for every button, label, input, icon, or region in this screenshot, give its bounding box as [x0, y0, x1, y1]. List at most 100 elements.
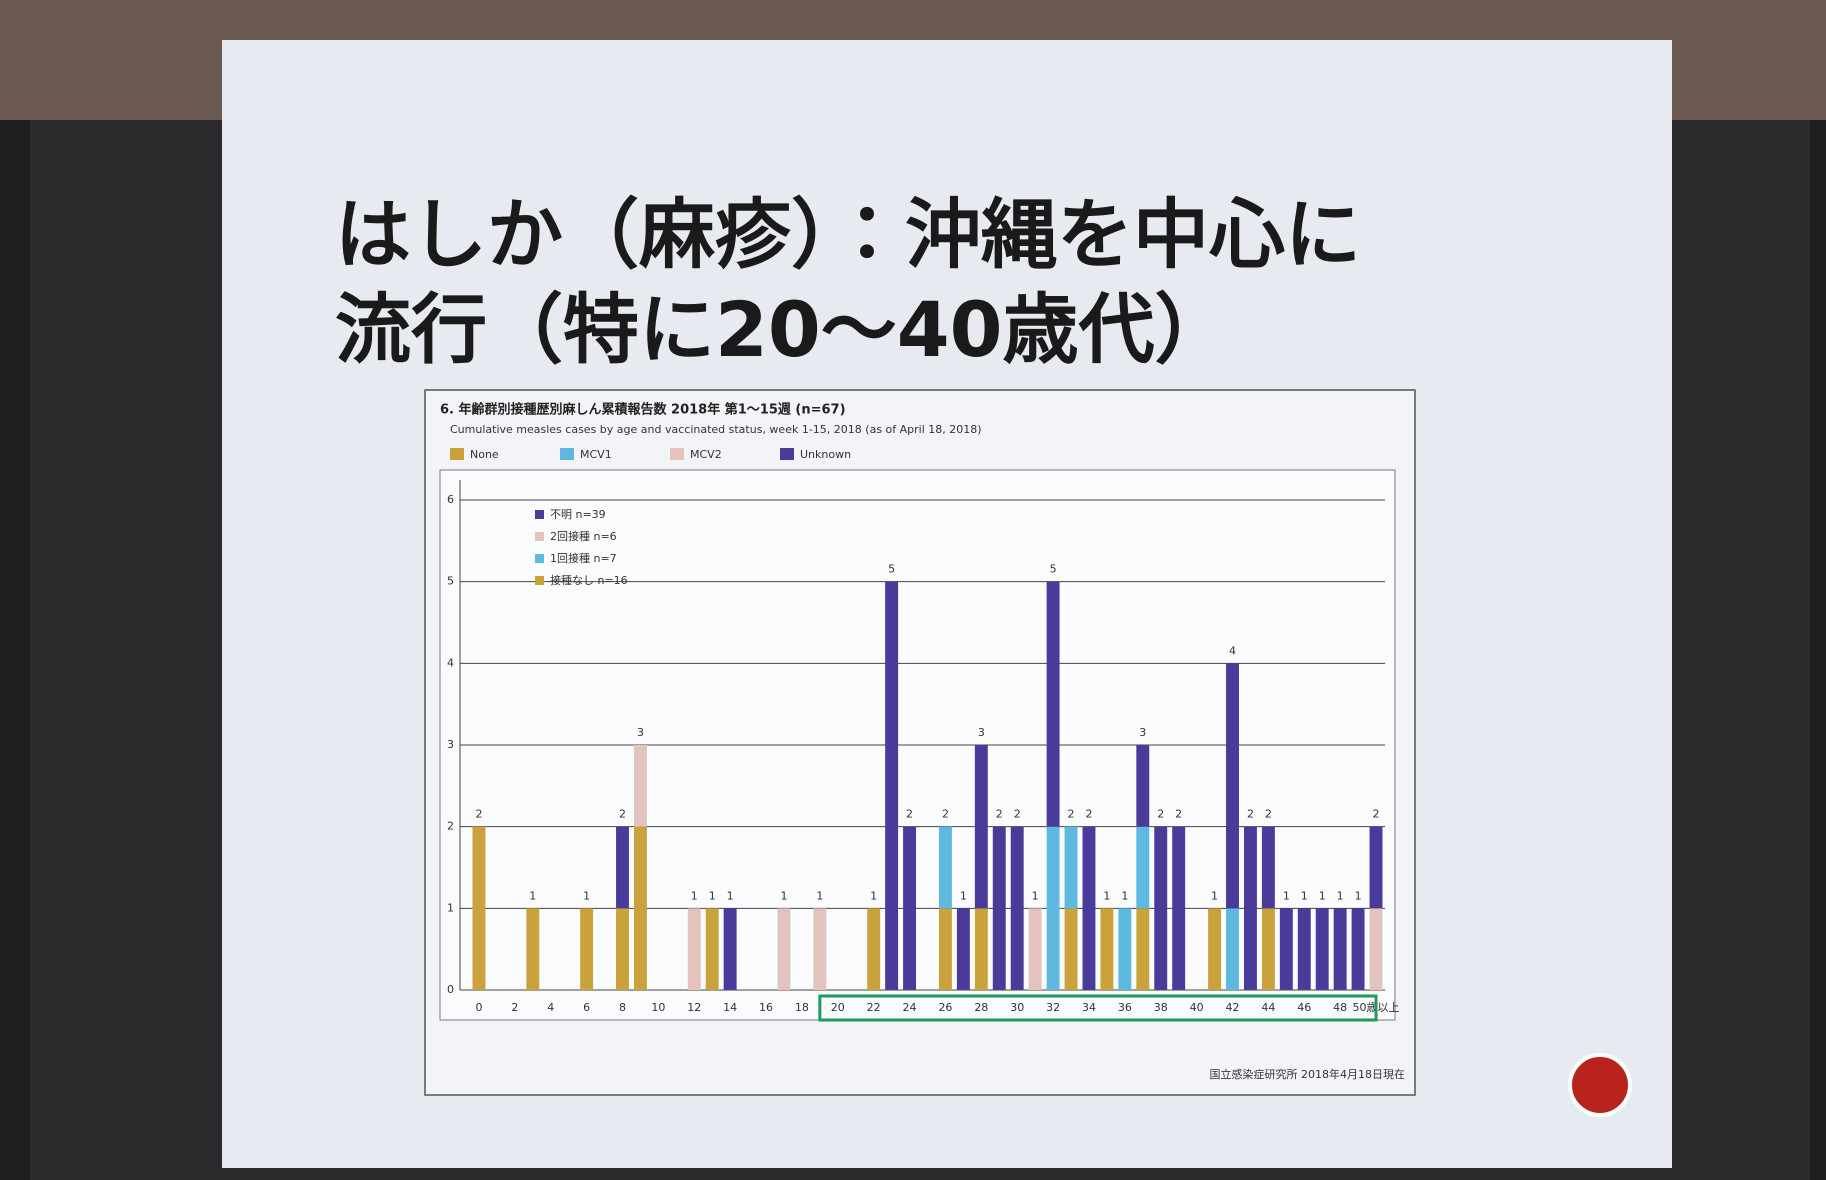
bar-segment — [1262, 908, 1275, 990]
y-tick-label: 2 — [447, 820, 454, 833]
bar-segment — [634, 745, 647, 827]
x-tick-label: 40 — [1190, 1001, 1204, 1014]
total-label: 2 — [1014, 808, 1021, 821]
bar-segment — [1172, 827, 1185, 990]
x-tick-label: 28 — [974, 1001, 988, 1014]
total-label: 2 — [1068, 808, 1075, 821]
x-tick-label: 42 — [1226, 1001, 1240, 1014]
bar-segment — [1047, 827, 1060, 990]
y-tick-label: 3 — [447, 738, 454, 751]
source: 国立感染症研究所 2018年4月18日現在 — [1210, 1067, 1406, 1081]
bar-segment — [688, 908, 701, 990]
total-label: 1 — [1283, 889, 1290, 902]
total-label: 1 — [1337, 889, 1344, 902]
total-label: 2 — [1175, 808, 1182, 821]
inner-legend-swatch — [535, 576, 544, 585]
bar-segment — [473, 827, 486, 990]
bar-segment — [616, 908, 629, 990]
legend-swatch — [560, 448, 574, 460]
bar-segment — [903, 827, 916, 990]
bar-segment — [1208, 908, 1221, 990]
total-label: 1 — [709, 889, 716, 902]
bar-segment — [580, 908, 593, 990]
bar-segment — [1244, 827, 1257, 990]
y-tick-label: 4 — [447, 656, 454, 669]
bar-segment — [939, 827, 952, 909]
bar-segment — [975, 908, 988, 990]
x-tick-label: 22 — [867, 1001, 881, 1014]
bar-segment — [724, 908, 737, 990]
logo — [1570, 1055, 1630, 1115]
total-label: 1 — [1103, 889, 1110, 902]
bar-segment — [1262, 827, 1275, 909]
inner-legend-label: 2回接種 n=6 — [550, 529, 617, 543]
total-label: 3 — [1139, 726, 1146, 739]
bar-segment — [1280, 908, 1293, 990]
bar-segment — [975, 745, 988, 908]
total-label: 3 — [637, 726, 644, 739]
total-label: 4 — [1229, 644, 1236, 657]
bar-segment — [1029, 908, 1042, 990]
bar-segment — [993, 827, 1006, 990]
legend-label: None — [470, 448, 499, 461]
x-tick-label: 34 — [1082, 1001, 1096, 1014]
bar-segment — [1154, 827, 1167, 990]
chart-subtitle: Cumulative measles cases by age and vacc… — [450, 423, 982, 436]
x-tick-label: 0 — [475, 1001, 482, 1014]
total-label: 2 — [1373, 808, 1380, 821]
x-tick-label: 32 — [1046, 1001, 1060, 1014]
bar-segment — [778, 908, 791, 990]
bar-segment — [1136, 827, 1149, 909]
inner-legend-label: 接種なし n=16 — [550, 573, 628, 587]
bar-segment — [885, 582, 898, 990]
chart-title: 6. 年齢群別接種歴別麻しん累積報告数 2018年 第1〜15週 (n=67) — [440, 402, 846, 418]
bar-segment — [1100, 908, 1113, 990]
inner-legend-swatch — [535, 510, 544, 519]
total-label: 1 — [870, 889, 877, 902]
x-tick-label: 4 — [547, 1001, 554, 1014]
total-label: 1 — [1319, 889, 1326, 902]
bar-segment — [1334, 908, 1347, 990]
bar-segment — [1226, 663, 1239, 908]
total-label: 2 — [1157, 808, 1164, 821]
x-tick-label: 30 — [1010, 1001, 1024, 1014]
legend-label: MCV2 — [690, 448, 722, 461]
total-label: 5 — [888, 563, 895, 576]
bar-segment — [1047, 582, 1060, 827]
bar-segment — [1370, 908, 1383, 990]
total-label: 2 — [906, 808, 913, 821]
x-tick-label: 24 — [903, 1001, 917, 1014]
x-tick-label: 10 — [651, 1001, 665, 1014]
total-label: 1 — [691, 889, 698, 902]
y-tick-label: 6 — [447, 493, 454, 506]
legend-swatch — [670, 448, 684, 460]
bar-segment — [939, 908, 952, 990]
bar-segment — [867, 908, 880, 990]
total-label: 1 — [583, 889, 590, 902]
y-tick-label: 1 — [447, 901, 454, 914]
slide-title-line: 流行（特に20〜40歳代） — [335, 285, 1231, 374]
total-label: 1 — [1211, 889, 1218, 902]
bar-segment — [1298, 908, 1311, 990]
bar-segment — [957, 908, 970, 990]
inner-legend-label: 不明 n=39 — [550, 508, 606, 521]
total-label: 1 — [960, 889, 967, 902]
total-label: 1 — [1121, 889, 1128, 902]
bar-segment — [1316, 908, 1329, 990]
inner-legend-swatch — [535, 532, 544, 541]
total-label: 1 — [816, 889, 823, 902]
total-label: 1 — [1032, 889, 1039, 902]
legend-swatch — [780, 448, 794, 460]
bar-segment — [1011, 827, 1024, 990]
bar-segment — [1083, 827, 1096, 990]
y-tick-label: 5 — [447, 575, 454, 588]
total-label: 1 — [780, 889, 787, 902]
bar-segment — [1226, 908, 1239, 990]
bar-segment — [1136, 908, 1149, 990]
x-tick-label: 20 — [831, 1001, 845, 1014]
bar-segment — [706, 908, 719, 990]
bar-segment — [1065, 908, 1078, 990]
y-tick-label: 0 — [447, 983, 454, 996]
bar-segment — [1370, 827, 1383, 909]
x-tick-label: 48 — [1333, 1001, 1347, 1014]
